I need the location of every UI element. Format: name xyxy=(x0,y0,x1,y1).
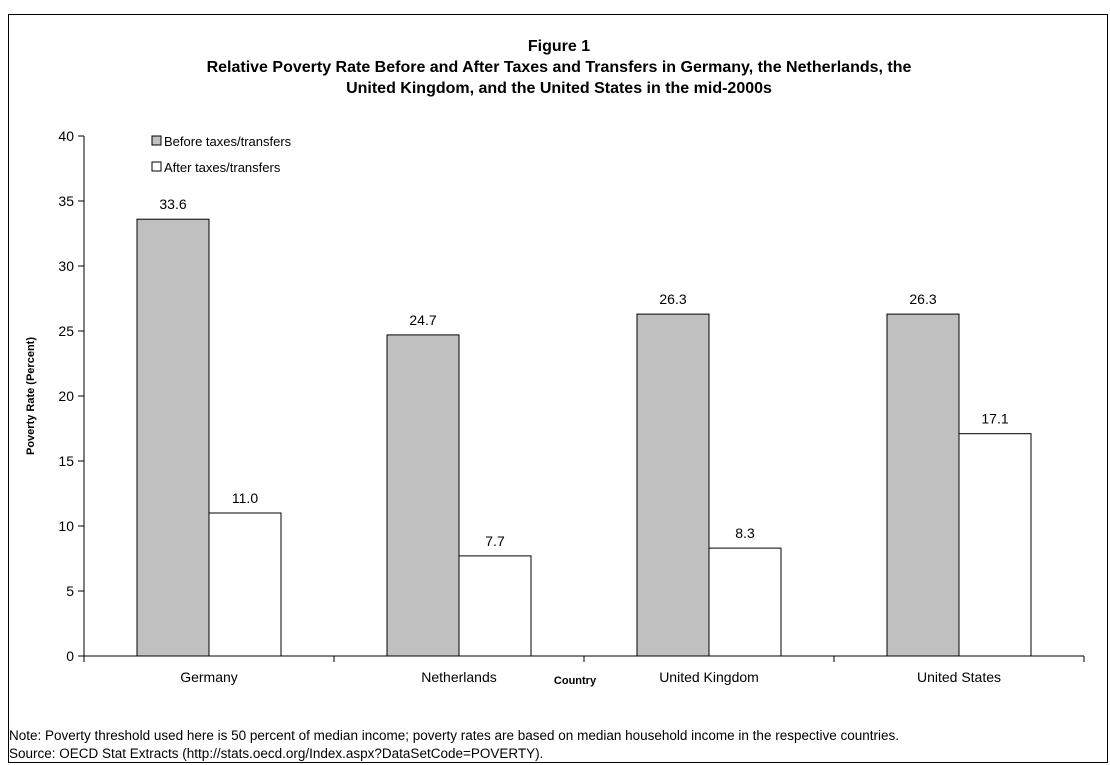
plot-area: 0 5 10 15 20 25 30 35 40 Germany 33.6 11.0 Netherlan… xyxy=(58,128,1085,685)
bar-chart: Figure 1 Relative Poverty Rate Before an… xyxy=(25,38,1085,687)
footnote-source: Source: OECD Stat Extracts (http://stats… xyxy=(9,746,544,761)
x-category-label: Germany xyxy=(180,669,238,685)
data-label: 33.6 xyxy=(159,196,186,212)
legend-label: After taxes/transfers xyxy=(164,160,281,175)
data-label: 17.1 xyxy=(981,411,1008,427)
y-tick-label: 10 xyxy=(58,518,74,534)
x-category-label: Netherlands xyxy=(421,669,497,685)
bar-after xyxy=(208,512,282,657)
legend-swatch xyxy=(151,161,162,172)
footnote-note: Note: Poverty threshold used here is 50 … xyxy=(9,728,900,743)
y-tick-label: 25 xyxy=(58,323,74,339)
y-tick-label: 35 xyxy=(58,193,74,209)
data-label: 11.0 xyxy=(232,490,258,506)
data-label: 8.3 xyxy=(735,525,755,541)
bar-before xyxy=(386,334,460,657)
data-label: 26.3 xyxy=(659,291,686,307)
chart-subtitle-line-2: United Kingdom, and the United States in… xyxy=(346,80,772,97)
legend-label: Before taxes/transfers xyxy=(164,134,292,149)
x-category-label: United Kingdom xyxy=(659,669,759,685)
y-tick-label: 20 xyxy=(58,388,74,404)
chart-title: Figure 1 xyxy=(528,38,590,55)
legend-swatch xyxy=(151,135,162,146)
x-axis-title: Country xyxy=(554,675,597,687)
bar-before xyxy=(886,313,960,657)
bar-before xyxy=(136,218,210,657)
data-label: 26.3 xyxy=(909,291,936,307)
y-tick-label: 15 xyxy=(58,453,74,469)
y-tick-label: 0 xyxy=(66,648,74,664)
y-tick-label: 30 xyxy=(58,258,74,274)
bar-after xyxy=(708,547,782,657)
x-category-label: United States xyxy=(917,669,1001,685)
bar-after xyxy=(958,433,1032,657)
chart-subtitle-line-1: Relative Poverty Rate Before and After T… xyxy=(207,59,912,76)
data-label: 7.7 xyxy=(485,533,505,549)
bar-before xyxy=(636,313,710,657)
y-axis-title: Poverty Rate (Percent) xyxy=(25,337,37,455)
y-tick-label: 5 xyxy=(66,583,74,599)
chart-frame: Figure 1 Relative Poverty Rate Before an… xyxy=(8,14,1108,763)
y-tick-label: 40 xyxy=(58,128,74,144)
bar-after xyxy=(458,555,532,657)
data-label: 24.7 xyxy=(409,312,436,328)
